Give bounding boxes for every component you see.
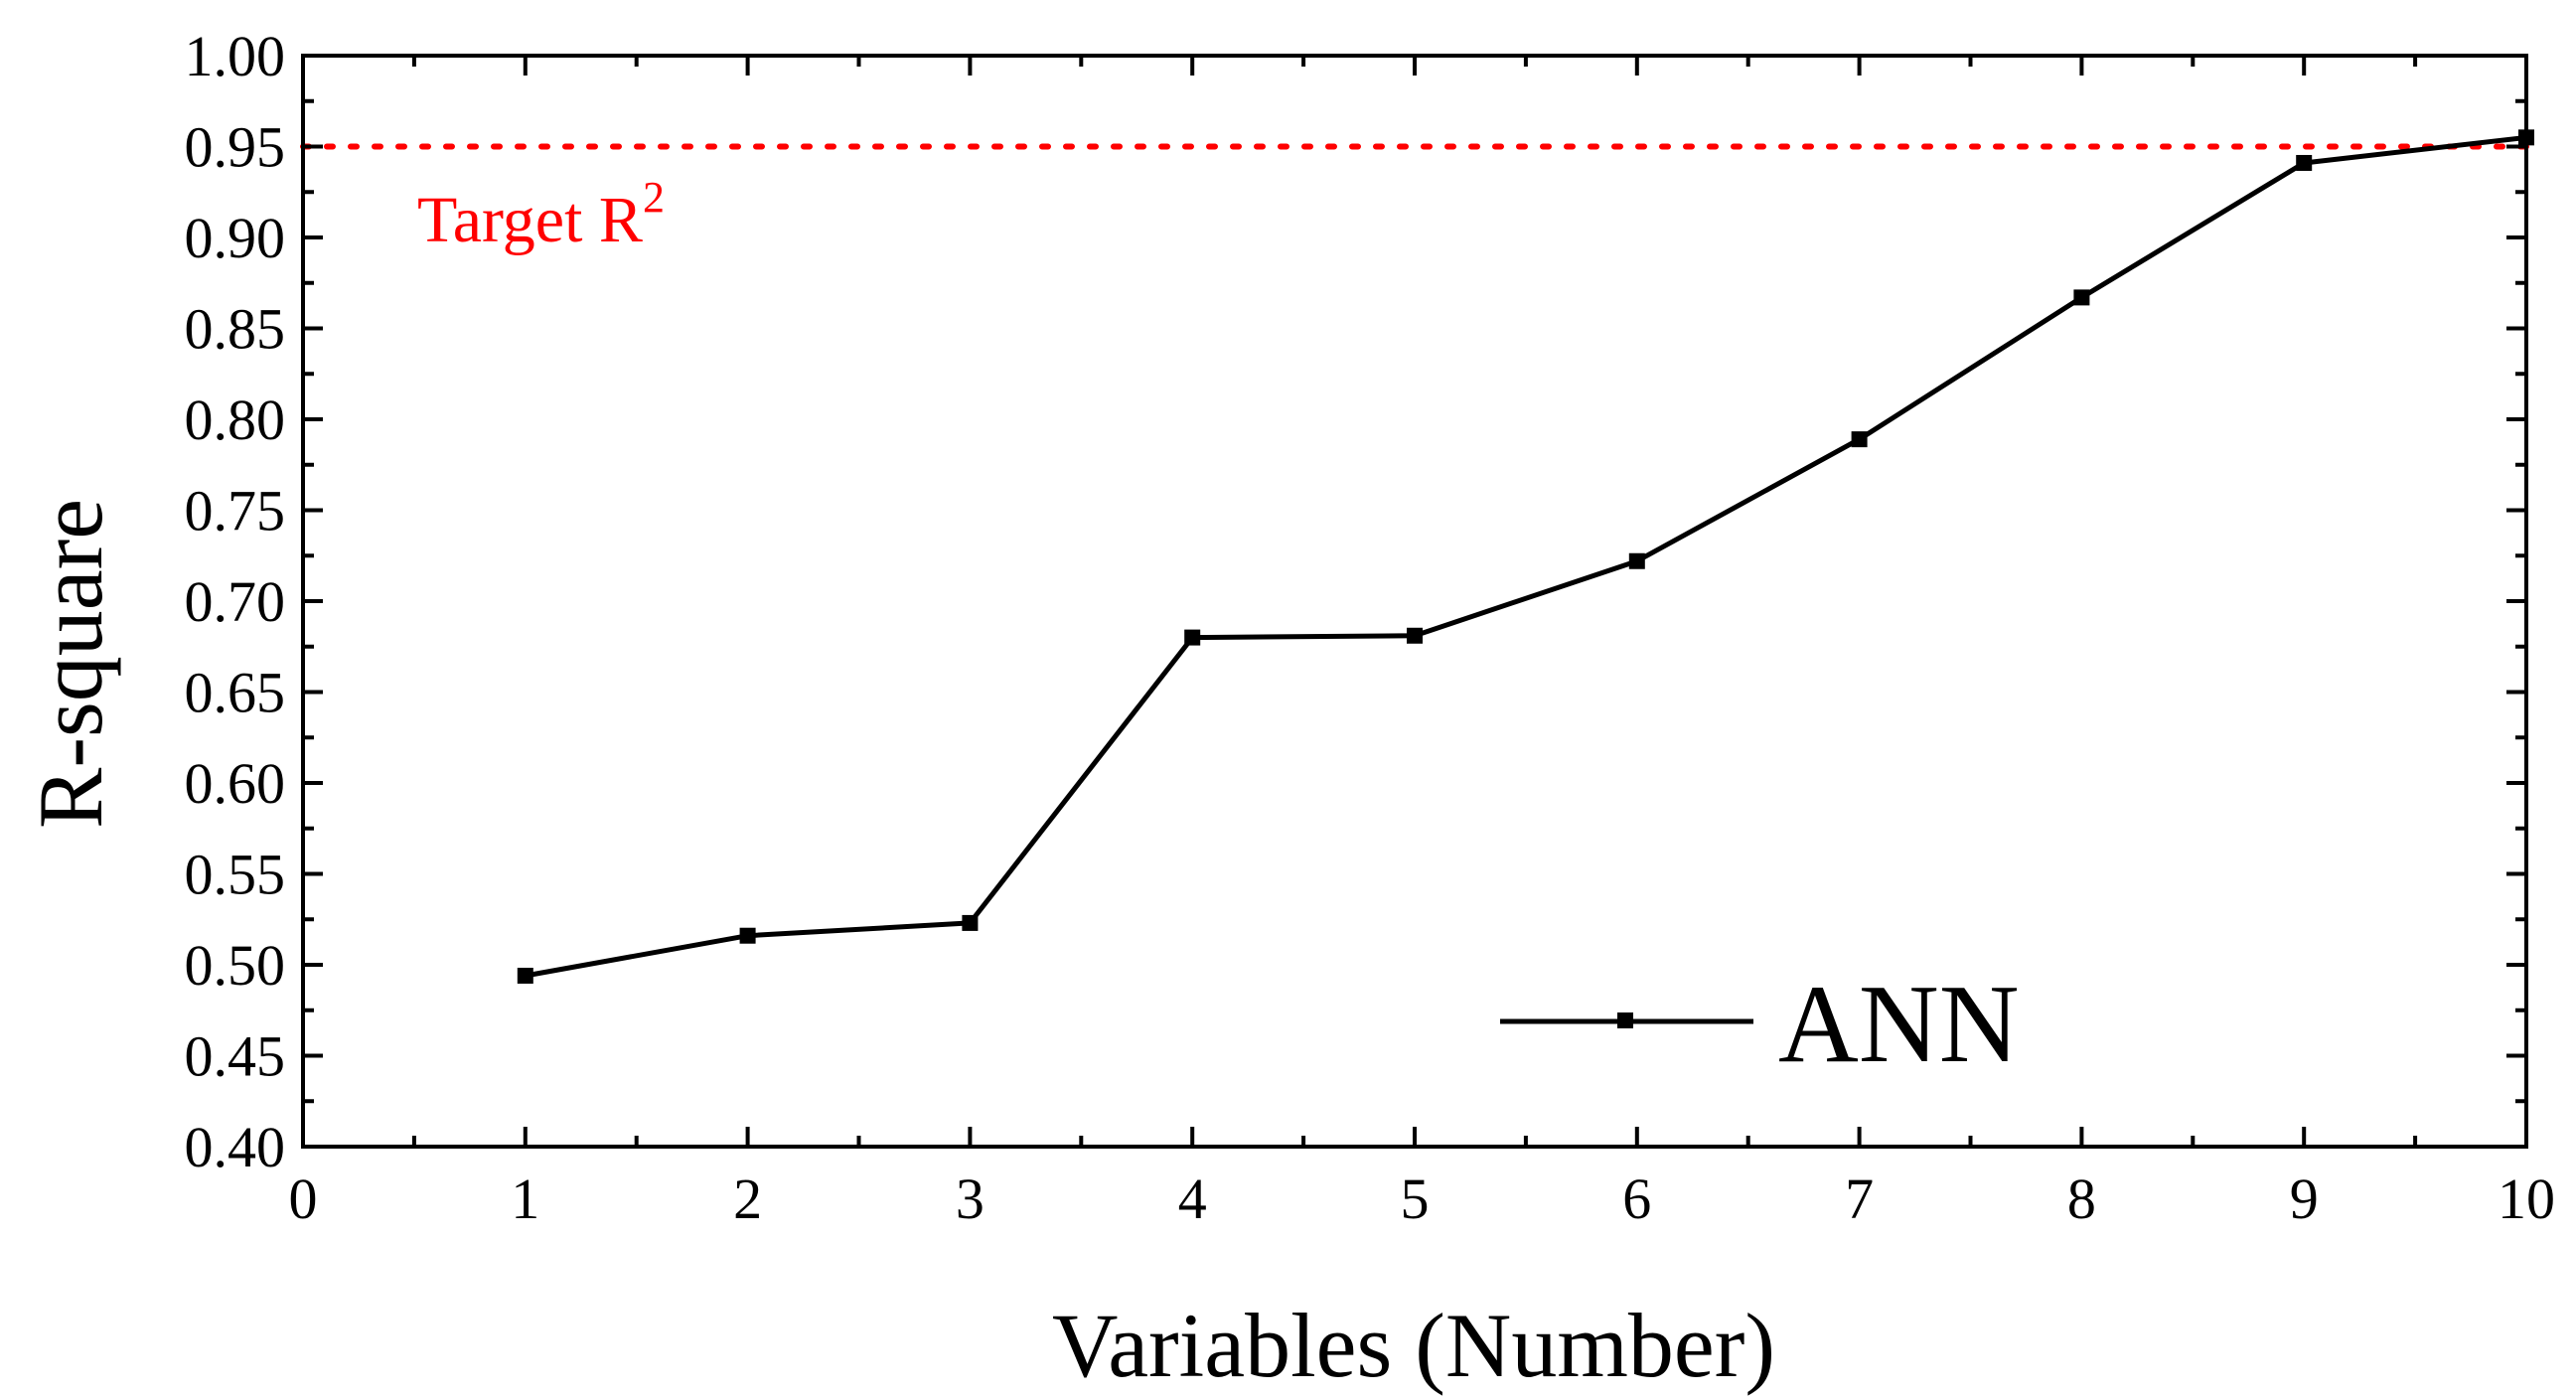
- x-tick-label: 2: [733, 1166, 762, 1231]
- legend-label: ANN: [1778, 963, 2020, 1086]
- y-tick-label: 0.55: [185, 843, 286, 907]
- y-tick-label: 1.00: [185, 24, 286, 88]
- series-marker-layer: [517, 129, 2534, 984]
- y-tick-label: 0.40: [185, 1115, 286, 1179]
- data-point: [739, 927, 756, 944]
- x-tick-label: 0: [289, 1166, 318, 1231]
- y-tick-label: 0.90: [185, 206, 286, 270]
- data-point: [962, 914, 979, 931]
- y-tick-label: 0.50: [185, 933, 286, 998]
- ref-label-superscript: 2: [643, 173, 665, 222]
- y-tick-label: 0.60: [185, 751, 286, 816]
- y-tick-label: 0.45: [185, 1024, 286, 1089]
- x-axis-title: Variables (Number): [1052, 1295, 1775, 1396]
- y-tick-label: 0.65: [185, 661, 286, 725]
- legend: ANN: [1500, 963, 2020, 1086]
- y-tick-label: 0.75: [185, 479, 286, 544]
- ticks-layer: 0 1 2 3 4 5 6 7 8 9 10 0.40 0.45 0.50 0.55 0.60 0.65 0.70…: [185, 24, 2556, 1231]
- ref-label-text: Target R: [417, 184, 643, 256]
- series-line-ann: [525, 134, 2527, 979]
- x-tick-label: 5: [1401, 1166, 1430, 1231]
- x-tick-label: 6: [1622, 1166, 1651, 1231]
- y-axis-title: R-square: [20, 499, 121, 829]
- x-tick-label: 3: [956, 1166, 985, 1231]
- data-point: [1407, 627, 1423, 644]
- x-tick-label: 10: [2498, 1166, 2555, 1231]
- legend-marker: [1617, 1012, 1633, 1028]
- data-point: [517, 967, 533, 984]
- data-point: [2073, 289, 2090, 306]
- x-tick-label: 4: [1178, 1166, 1207, 1231]
- data-point: [2296, 154, 2313, 171]
- x-tick-label: 9: [2290, 1166, 2319, 1231]
- x-tick-label: 7: [1845, 1166, 1874, 1231]
- series-line-layer: [525, 134, 2527, 979]
- x-tick-label: 1: [511, 1166, 539, 1231]
- y-tick-label: 0.80: [185, 388, 286, 452]
- data-point: [1184, 629, 1201, 646]
- y-tick-label: 0.95: [185, 115, 286, 180]
- x-tick-label: 8: [2067, 1166, 2096, 1231]
- ref-label: Target R2: [417, 173, 665, 256]
- y-tick-label: 0.85: [185, 297, 286, 362]
- data-point: [1628, 552, 1645, 569]
- y-tick-label: 0.70: [185, 569, 286, 634]
- data-point: [1851, 431, 1868, 448]
